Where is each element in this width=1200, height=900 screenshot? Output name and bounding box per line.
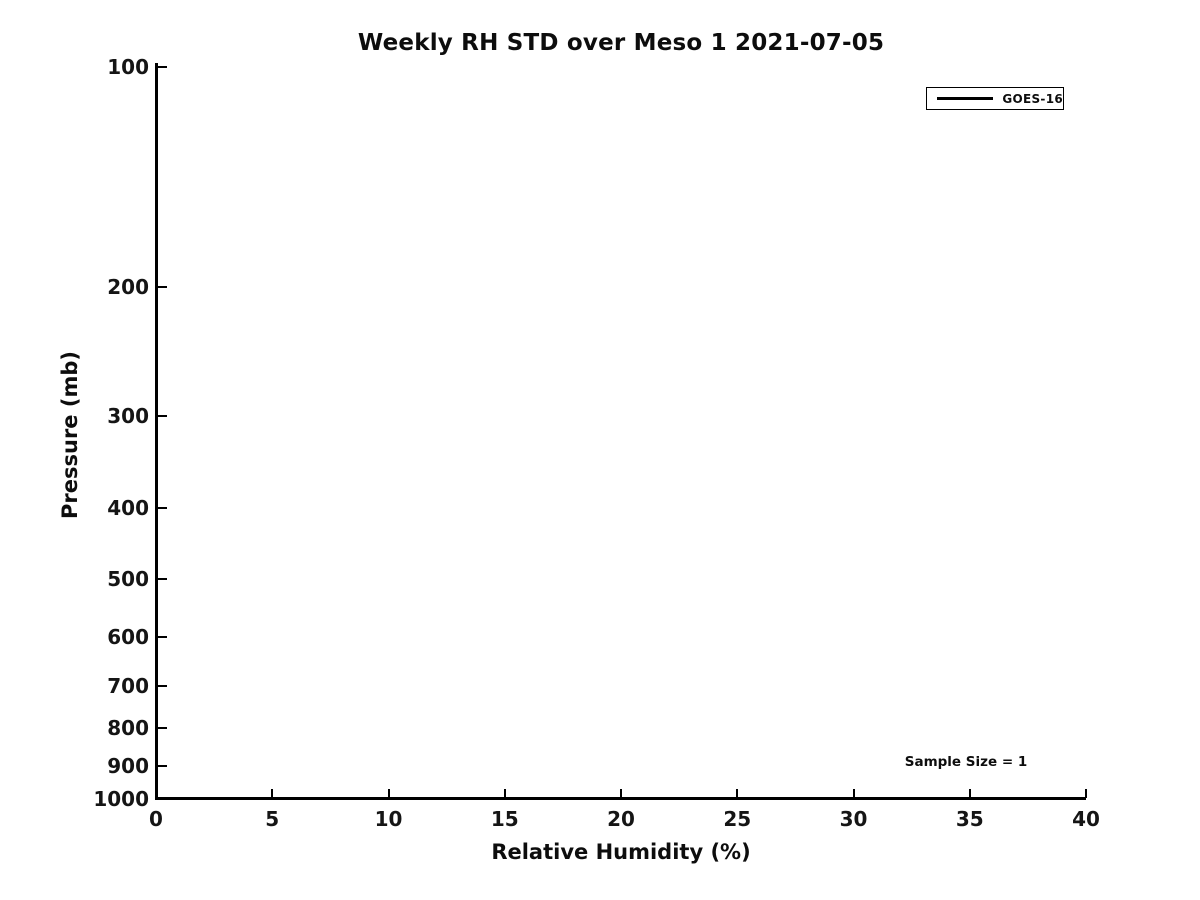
y-tick-label: 800 (107, 716, 149, 741)
y-tick-label: 300 (107, 404, 149, 429)
y-tick (158, 286, 167, 289)
x-axis-line (155, 797, 1086, 800)
x-tick-label: 20 (607, 807, 635, 831)
y-tick (158, 415, 167, 418)
y-tick (158, 684, 167, 687)
x-tick-label: 35 (955, 807, 984, 831)
x-tick (503, 789, 506, 798)
y-axis-line (155, 63, 158, 800)
y-tick-label: 500 (107, 566, 149, 591)
x-tick (736, 789, 739, 798)
x-tick-label: 15 (490, 807, 519, 831)
y-tick-label: 400 (107, 495, 149, 520)
x-tick (387, 789, 390, 798)
x-tick-label: 5 (265, 807, 280, 831)
x-tick (1085, 789, 1087, 798)
chart-title: Weekly RH STD over Meso 1 2021-07-05 (357, 30, 885, 56)
x-tick (852, 789, 855, 798)
x-tick (155, 789, 157, 798)
x-axis-title: Relative Humidity (%) (491, 840, 751, 864)
x-tick (271, 789, 274, 798)
y-tick-label: 900 (107, 753, 149, 778)
x-tick-label: 10 (374, 807, 403, 831)
y-tick (158, 798, 167, 800)
x-tick-label: 25 (723, 807, 752, 831)
x-tick (968, 789, 971, 798)
y-tick-label: 600 (107, 624, 149, 649)
y-tick-label: 700 (107, 673, 149, 698)
y-tick (158, 66, 167, 68)
legend-line-sample (937, 96, 994, 101)
x-tick (620, 789, 622, 798)
legend-label: GOES-16 (1002, 91, 1063, 106)
sample-size-annotation: Sample Size = 1 (904, 754, 1028, 770)
x-tick-label: 40 (1072, 807, 1100, 831)
y-axis-title: Pressure (mb) (58, 351, 82, 519)
y-tick (158, 635, 167, 638)
y-tick-label: 100 (107, 55, 149, 79)
y-tick (158, 727, 167, 730)
y-tick-label: 200 (107, 275, 149, 300)
y-tick (158, 764, 167, 767)
y-tick-label: 1000 (93, 787, 149, 811)
legend: GOES-16 (926, 87, 1064, 110)
x-tick-label: 30 (839, 807, 868, 831)
y-tick (158, 506, 167, 509)
x-tick-label: 0 (149, 807, 163, 831)
y-tick (158, 577, 167, 580)
